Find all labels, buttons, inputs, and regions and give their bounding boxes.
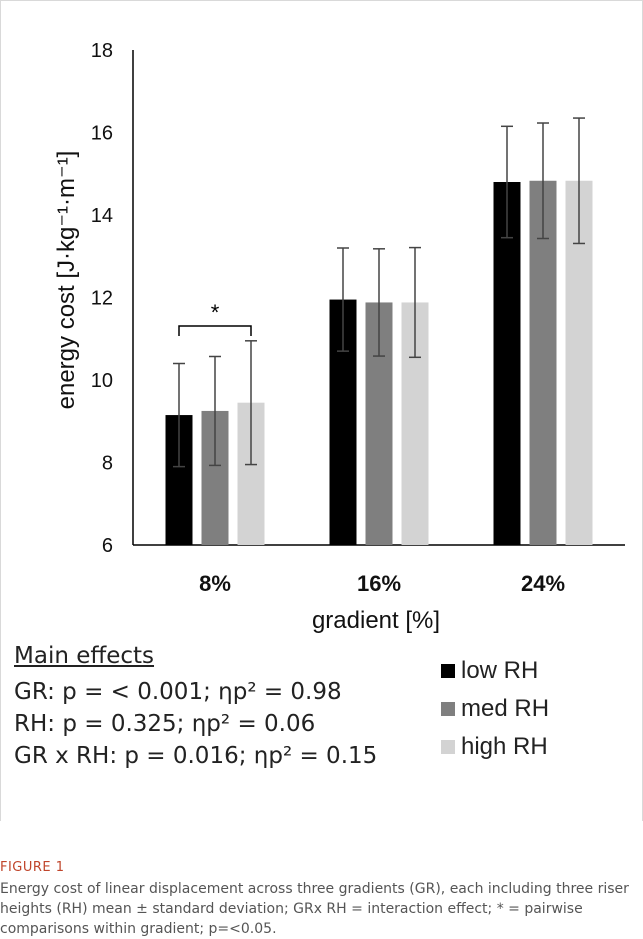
- effect-line-gr: GR: p = < 0.001; ηp² = 0.98: [14, 679, 342, 705]
- x-tick-label: 24%: [521, 571, 565, 596]
- legend-item-high-rh: high RH: [441, 728, 549, 766]
- legend-label-med-rh: med RH: [461, 695, 550, 722]
- legend-item-med-rh: med RH: [441, 690, 549, 728]
- x-tick-label: 16%: [357, 571, 401, 596]
- y-tick-label: 6: [102, 535, 113, 557]
- legend-item-low-rh: low RH: [441, 652, 549, 690]
- y-tick-label: 10: [91, 370, 113, 392]
- bar: [493, 182, 521, 545]
- significance-bracket: [178, 325, 252, 336]
- effect-line-rh: RH: p = 0.325; ηp² = 0.06: [14, 711, 316, 737]
- effect-line-interaction: GR x RH: p = 0.016; ηp² = 0.15: [14, 743, 378, 769]
- legend-swatch-high-rh: [441, 740, 455, 754]
- figure-label: FIGURE 1: [0, 860, 65, 875]
- legend-label-low-rh: low RH: [461, 657, 539, 684]
- bar-chart: 6 8 10 12 14 16 18 8% 16% 24% * energy cost [J·kg…: [53, 40, 625, 634]
- chart-bars: [165, 180, 593, 545]
- y-tick-label: 18: [91, 40, 113, 62]
- chart-legend: low RH med RH high RH: [441, 652, 549, 766]
- main-effects-box: Main effects GR: p = < 0.001; ηp² = 0.98…: [14, 640, 377, 772]
- y-tick-label: 8: [102, 453, 113, 475]
- chart-tick-labels: 6 8 10 12 14 16 18 8% 16% 24%: [91, 40, 565, 596]
- chart-error-bars: [173, 117, 585, 468]
- legend-swatch-low-rh: [441, 664, 455, 678]
- y-tick-label: 12: [91, 288, 113, 310]
- y-axis-label: energy cost [J·kg⁻¹·m⁻¹]: [53, 151, 80, 410]
- main-effects-heading: Main effects: [14, 643, 155, 669]
- significance-star: *: [211, 300, 220, 325]
- y-tick-label: 16: [91, 123, 113, 145]
- x-tick-label: 8%: [199, 571, 231, 596]
- figure-caption: FIGURE 1 Energy cost of linear displacem…: [0, 860, 643, 939]
- y-tick-label: 14: [91, 205, 113, 227]
- chart-annotation: *: [178, 300, 252, 336]
- x-axis-label: gradient [%]: [312, 607, 440, 634]
- bar: [529, 180, 557, 545]
- legend-swatch-med-rh: [441, 702, 455, 716]
- legend-label-high-rh: high RH: [461, 733, 548, 760]
- figure-caption-text: Energy cost of linear displacement acros…: [0, 881, 629, 937]
